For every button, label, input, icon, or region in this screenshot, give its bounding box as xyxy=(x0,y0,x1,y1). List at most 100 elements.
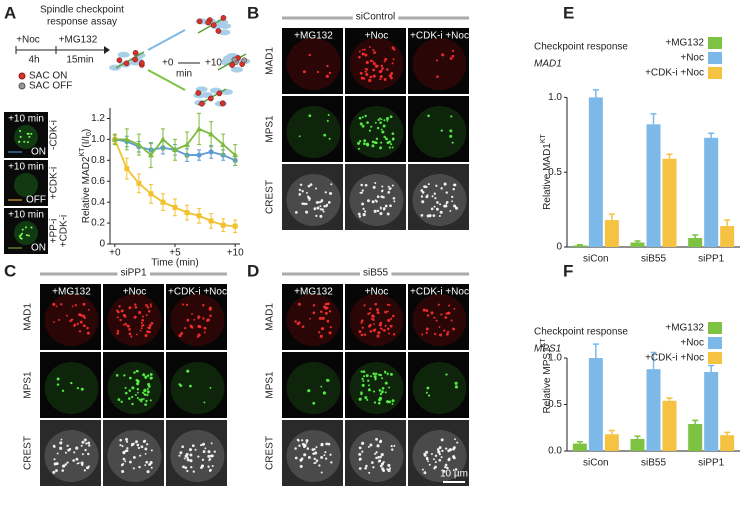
time-label: min xyxy=(176,69,192,80)
signal xyxy=(381,467,385,471)
signal xyxy=(190,465,193,469)
signal xyxy=(383,135,386,139)
signal xyxy=(328,71,332,75)
chart-title: Checkpoint response xyxy=(534,327,628,338)
error-bar xyxy=(576,440,583,444)
signal xyxy=(379,327,382,330)
row-label: MAD1 xyxy=(265,303,276,331)
signal xyxy=(320,327,325,331)
condition-label: +CDK-i xyxy=(49,167,60,200)
signal xyxy=(81,440,85,444)
signal xyxy=(387,185,390,188)
signal xyxy=(186,469,189,473)
signal xyxy=(138,310,142,315)
signal xyxy=(305,439,309,443)
signal xyxy=(360,191,363,194)
signal xyxy=(433,192,436,195)
signal xyxy=(325,74,329,78)
signal xyxy=(442,469,446,473)
signal xyxy=(357,147,360,150)
signal xyxy=(56,383,60,386)
signal xyxy=(66,461,69,464)
signal xyxy=(186,318,190,322)
cell xyxy=(170,362,225,414)
signal xyxy=(178,334,182,338)
signal xyxy=(383,60,386,63)
signal xyxy=(425,391,428,394)
signal xyxy=(365,72,369,77)
signal xyxy=(441,449,444,453)
cell xyxy=(107,294,162,346)
signal xyxy=(133,371,136,374)
signal xyxy=(360,319,364,323)
bar xyxy=(604,434,619,451)
signal xyxy=(358,457,362,461)
signal xyxy=(448,457,451,460)
signal xyxy=(308,114,312,118)
cell xyxy=(349,38,404,90)
signal xyxy=(197,315,201,319)
step-label: +MG132 xyxy=(59,35,98,46)
spindle xyxy=(115,51,145,69)
column-label: +CDK-i +Noc xyxy=(168,287,227,298)
signal xyxy=(303,202,306,206)
signal xyxy=(454,468,458,471)
column-label: +Noc xyxy=(365,287,389,298)
legend-label: +Noc xyxy=(680,338,704,349)
signal xyxy=(379,75,383,79)
signal xyxy=(438,452,441,456)
bar xyxy=(572,245,587,247)
signal xyxy=(134,305,138,309)
signal xyxy=(435,207,439,211)
signal xyxy=(298,321,301,324)
signal xyxy=(376,195,380,199)
row-label: MPS1 xyxy=(23,371,34,399)
signal xyxy=(452,327,455,331)
signal xyxy=(202,317,205,320)
signal xyxy=(136,387,140,391)
signal xyxy=(308,53,312,57)
signal xyxy=(421,200,425,204)
signal xyxy=(444,466,447,469)
signal xyxy=(146,394,149,397)
cell xyxy=(412,430,467,482)
signal xyxy=(380,128,383,131)
signal xyxy=(302,70,306,74)
x-tick-label: siB55 xyxy=(641,254,666,265)
signal xyxy=(309,183,313,186)
chart-title: Checkpoint response xyxy=(534,42,628,53)
marker xyxy=(196,125,203,132)
signal xyxy=(319,214,323,218)
signal xyxy=(445,373,448,376)
cell xyxy=(286,430,341,482)
signal xyxy=(150,466,153,469)
row-label: CREST xyxy=(23,436,34,470)
signal xyxy=(373,209,377,213)
error-bar xyxy=(692,419,699,425)
signal xyxy=(144,375,148,379)
signal xyxy=(140,398,143,401)
marker xyxy=(111,136,118,142)
signal xyxy=(126,324,130,328)
signal xyxy=(186,456,189,459)
signal xyxy=(323,133,327,137)
panel-title: siB55 xyxy=(363,268,388,279)
signal xyxy=(384,370,387,373)
signal xyxy=(423,185,427,189)
signal xyxy=(444,316,448,319)
signal xyxy=(301,202,304,205)
signal xyxy=(211,454,214,458)
thumb-state: ON xyxy=(31,147,46,158)
signal xyxy=(368,324,371,328)
row-label: CREST xyxy=(265,180,276,214)
signal xyxy=(373,375,377,379)
signal xyxy=(76,387,79,390)
signal xyxy=(85,442,88,445)
signal xyxy=(203,331,206,334)
signal xyxy=(326,378,330,382)
signal xyxy=(373,141,377,144)
signal xyxy=(307,196,311,200)
signal xyxy=(376,126,380,130)
legend-text: SAC OFF xyxy=(29,81,72,92)
signal xyxy=(434,197,437,200)
